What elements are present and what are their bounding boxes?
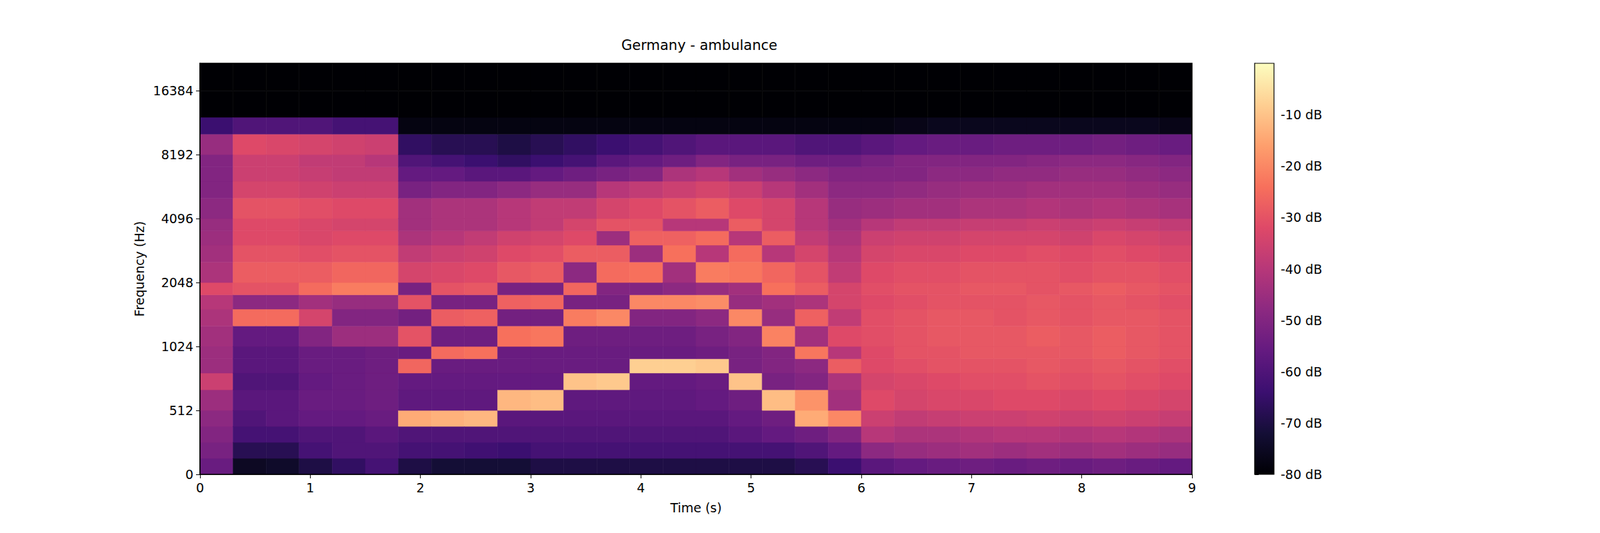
svg-text:4: 4 (636, 480, 645, 496)
svg-text:-50 dB: -50 dB (1280, 313, 1322, 328)
svg-text:-10 dB: -10 dB (1280, 107, 1322, 122)
svg-text:3: 3 (526, 480, 535, 496)
svg-text:512: 512 (169, 403, 194, 418)
svg-text:8: 8 (1078, 480, 1086, 496)
svg-text:-80 dB: -80 dB (1280, 467, 1322, 482)
svg-text:Time (s): Time (s) (669, 500, 722, 516)
svg-text:9: 9 (1188, 480, 1196, 496)
svg-text:-70 dB: -70 dB (1280, 416, 1322, 431)
svg-text:-20 dB: -20 dB (1280, 158, 1322, 174)
svg-text:6: 6 (857, 480, 866, 496)
svg-text:4096: 4096 (161, 211, 194, 226)
svg-text:7: 7 (967, 480, 976, 496)
svg-text:0: 0 (196, 480, 204, 496)
svg-text:Frequency (Hz): Frequency (Hz) (132, 221, 147, 317)
svg-text:1024: 1024 (161, 339, 194, 354)
svg-text:Germany - ambulance: Germany - ambulance (621, 37, 778, 54)
svg-text:-30 dB: -30 dB (1280, 210, 1322, 225)
svg-text:5: 5 (747, 480, 756, 496)
svg-text:-40 dB: -40 dB (1280, 262, 1322, 277)
svg-text:-60 dB: -60 dB (1280, 364, 1322, 380)
svg-text:1: 1 (306, 480, 314, 496)
svg-text:0: 0 (185, 467, 194, 482)
svg-text:16384: 16384 (153, 83, 194, 98)
svg-text:2048: 2048 (161, 275, 194, 290)
svg-text:8192: 8192 (161, 147, 194, 162)
svg-text:2: 2 (416, 480, 425, 496)
